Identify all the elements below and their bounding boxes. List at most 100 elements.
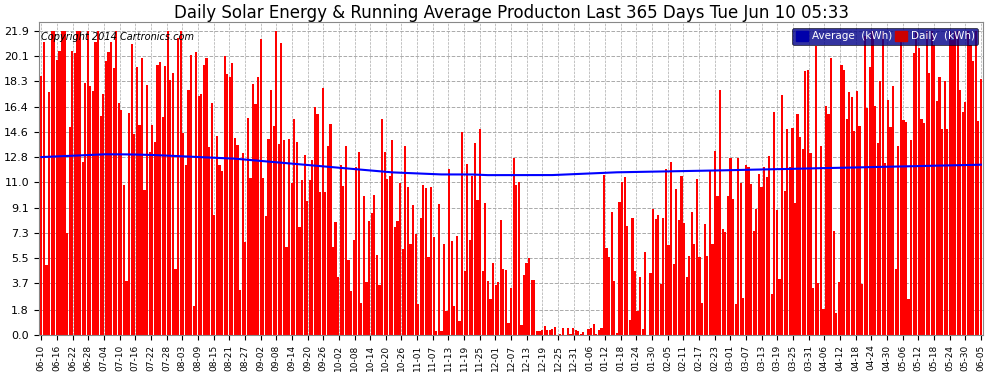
Bar: [866, 108, 868, 335]
Bar: [969, 45, 971, 335]
Bar: [267, 139, 269, 335]
Bar: [526, 263, 528, 335]
Bar: [87, 31, 89, 335]
Bar: [735, 304, 737, 335]
Bar: [61, 31, 63, 335]
Bar: [693, 244, 695, 335]
Bar: [698, 257, 701, 335]
Bar: [858, 126, 860, 335]
Bar: [913, 53, 915, 335]
Bar: [551, 328, 553, 335]
Bar: [139, 125, 141, 335]
Bar: [360, 303, 362, 335]
Bar: [335, 222, 337, 335]
Bar: [598, 330, 600, 335]
Bar: [293, 119, 295, 335]
Bar: [871, 31, 873, 335]
Bar: [495, 285, 497, 335]
Bar: [309, 180, 311, 335]
Bar: [332, 247, 334, 335]
Bar: [324, 192, 327, 335]
Bar: [53, 31, 55, 335]
Bar: [752, 231, 754, 335]
Bar: [311, 160, 314, 335]
Bar: [882, 32, 884, 335]
Bar: [285, 247, 288, 335]
Bar: [322, 88, 324, 335]
Bar: [946, 129, 948, 335]
Bar: [458, 321, 460, 335]
Bar: [977, 122, 979, 335]
Bar: [166, 31, 169, 335]
Bar: [247, 118, 248, 335]
Bar: [234, 138, 236, 335]
Bar: [665, 169, 667, 335]
Bar: [443, 244, 446, 335]
Title: Daily Solar Energy & Running Average Producton Last 365 Days Tue Jun 10 05:33: Daily Solar Energy & Running Average Pro…: [173, 4, 848, 22]
Bar: [861, 284, 863, 335]
Bar: [200, 94, 203, 335]
Bar: [219, 165, 221, 335]
Bar: [399, 183, 401, 335]
Bar: [343, 186, 345, 335]
Bar: [815, 46, 817, 335]
Bar: [523, 275, 525, 335]
Bar: [621, 182, 623, 335]
Bar: [161, 117, 163, 335]
Bar: [757, 174, 760, 335]
Bar: [616, 333, 618, 335]
Bar: [712, 244, 714, 335]
Bar: [314, 107, 316, 335]
Bar: [370, 213, 373, 335]
Bar: [732, 200, 735, 335]
Bar: [172, 73, 174, 335]
Bar: [884, 163, 886, 335]
Bar: [619, 202, 621, 335]
Bar: [76, 31, 78, 335]
Bar: [879, 81, 881, 335]
Bar: [531, 280, 533, 335]
Bar: [956, 31, 958, 335]
Bar: [652, 209, 654, 335]
Bar: [92, 92, 94, 335]
Bar: [905, 122, 907, 335]
Bar: [750, 184, 752, 335]
Bar: [89, 86, 91, 335]
Bar: [63, 31, 65, 335]
Bar: [239, 290, 242, 335]
Bar: [642, 330, 644, 335]
Bar: [378, 285, 380, 335]
Bar: [544, 326, 545, 335]
Bar: [237, 145, 239, 335]
Bar: [102, 94, 104, 335]
Bar: [50, 31, 52, 335]
Bar: [744, 165, 747, 335]
Legend: Average  (kWh), Daily  (kWh): Average (kWh), Daily (kWh): [792, 27, 978, 45]
Bar: [301, 180, 303, 335]
Bar: [55, 60, 58, 335]
Bar: [841, 65, 842, 335]
Bar: [791, 128, 794, 335]
Bar: [409, 244, 412, 335]
Bar: [781, 95, 783, 335]
Bar: [629, 320, 631, 335]
Bar: [363, 195, 365, 335]
Bar: [128, 113, 131, 335]
Bar: [278, 144, 280, 335]
Bar: [386, 179, 388, 335]
Bar: [107, 52, 110, 335]
Bar: [747, 167, 749, 335]
Bar: [869, 68, 871, 335]
Bar: [670, 162, 672, 335]
Bar: [553, 327, 556, 335]
Bar: [590, 328, 592, 335]
Bar: [921, 119, 923, 335]
Bar: [118, 104, 120, 335]
Bar: [232, 63, 234, 335]
Bar: [441, 331, 443, 335]
Bar: [433, 237, 435, 335]
Bar: [365, 282, 367, 335]
Bar: [569, 334, 571, 335]
Bar: [742, 298, 744, 335]
Bar: [678, 220, 680, 335]
